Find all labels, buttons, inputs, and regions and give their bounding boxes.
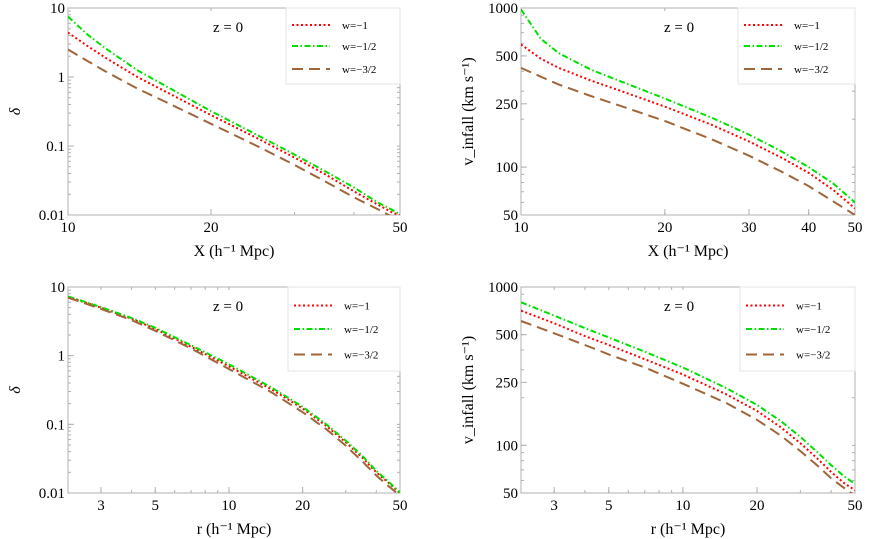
legend-label: w=−3/2 bbox=[794, 64, 828, 76]
x-tick-label: 10 bbox=[221, 498, 236, 514]
panel-bottom-right: 3 5 10 20 50 50 100 250 500 1000 r (h⁻¹ Mpc) v_infa… bbox=[460, 280, 863, 538]
x-tick-label: 10 bbox=[514, 220, 529, 236]
series-line-1 bbox=[521, 301, 855, 485]
y-tick-label: 0.1 bbox=[46, 417, 65, 433]
y-axis-label: δ bbox=[7, 107, 24, 115]
y-axis-label: δ bbox=[7, 386, 24, 394]
plot-frame bbox=[520, 7, 856, 216]
x-tick-label: 50 bbox=[848, 498, 863, 514]
plot-frame bbox=[67, 286, 401, 494]
series-line-2 bbox=[521, 320, 853, 493]
x-tick-label: 20 bbox=[203, 220, 218, 236]
legend-label: w=−1/2 bbox=[796, 324, 830, 336]
y-tick-label: 500 bbox=[496, 328, 519, 344]
y-axis-label: v_infall (km s⁻¹) bbox=[460, 57, 477, 165]
y-tick-label: 0.1 bbox=[46, 139, 65, 155]
series-line-2 bbox=[68, 296, 399, 493]
redshift-annotation: z = 0 bbox=[213, 299, 243, 315]
y-tick-label: 500 bbox=[496, 49, 519, 65]
legend-label: w=−3/2 bbox=[344, 349, 378, 361]
series-line-1 bbox=[521, 8, 855, 204]
y-axis-label: v_infall (km s⁻¹) bbox=[460, 336, 477, 444]
y-tick-label: 10 bbox=[50, 280, 65, 296]
x-tick-label: 5 bbox=[605, 498, 613, 514]
series-line-1 bbox=[68, 295, 400, 493]
x-tick-label: 3 bbox=[550, 498, 558, 514]
x-tick-label: 50 bbox=[848, 220, 863, 236]
x-tick-label: 10 bbox=[675, 498, 690, 514]
x-tick-label: 30 bbox=[741, 220, 756, 236]
legend: w=−1 w=−1/2 w=−3/2 bbox=[285, 7, 401, 85]
x-axis-label: X (h⁻¹ Mpc) bbox=[648, 243, 729, 260]
y-tick-label: 1000 bbox=[488, 1, 518, 17]
series-line-0 bbox=[68, 31, 400, 215]
legend-frame bbox=[737, 7, 856, 85]
y-tick-label: 1 bbox=[58, 70, 66, 86]
x-tick-label: 20 bbox=[657, 220, 672, 236]
series-line-0 bbox=[521, 309, 855, 492]
x-tick-label: 20 bbox=[750, 498, 765, 514]
series-line-2 bbox=[521, 66, 855, 215]
y-tick-label: 50 bbox=[503, 486, 518, 502]
y-tick-label: 0.01 bbox=[39, 208, 65, 224]
redshift-annotation: z = 0 bbox=[664, 20, 694, 36]
x-axis-label: r (h⁻¹ Mpc) bbox=[197, 521, 272, 538]
y-tick-label: 100 bbox=[496, 160, 519, 176]
legend-label: w=−1 bbox=[342, 20, 368, 32]
redshift-annotation: z = 0 bbox=[213, 20, 243, 36]
plot-frame bbox=[520, 286, 856, 494]
y-tick-label: 10 bbox=[50, 1, 65, 17]
legend-label: w=−1/2 bbox=[344, 324, 378, 336]
legend: w=−1 w=−1/2 w=−3/2 bbox=[739, 286, 856, 372]
panel-top-right: 10 20 30 40 50 50 100 250 500 1000 X (h⁻¹ Mpc) v_in… bbox=[460, 1, 863, 260]
redshift-annotation: z = 0 bbox=[664, 299, 694, 315]
series-line-1 bbox=[68, 15, 400, 215]
y-tick-label: 250 bbox=[496, 97, 519, 113]
x-axis-label: X (h⁻¹ Mpc) bbox=[194, 243, 275, 260]
plot-frame bbox=[67, 7, 401, 216]
y-tick-label: 50 bbox=[503, 208, 518, 224]
legend-label: w=−1 bbox=[344, 301, 370, 313]
legend-label: w=−3/2 bbox=[342, 64, 376, 76]
series-line-0 bbox=[521, 43, 855, 210]
legend-label: w=−1 bbox=[796, 301, 822, 313]
legend: w=−1 w=−1/2 w=−3/2 bbox=[287, 286, 401, 372]
legend: w=−1 w=−1/2 w=−3/2 bbox=[737, 7, 856, 85]
y-tick-label: 1 bbox=[58, 349, 66, 365]
y-tick-label: 1000 bbox=[488, 280, 518, 296]
x-tick-label: 20 bbox=[295, 498, 310, 514]
x-tick-label: 50 bbox=[393, 220, 408, 236]
x-tick-label: 3 bbox=[97, 498, 105, 514]
legend-label: w=−1 bbox=[794, 20, 820, 32]
x-axis-label: r (h⁻¹ Mpc) bbox=[651, 521, 726, 538]
y-tick-label: 250 bbox=[496, 375, 519, 391]
x-tick-label: 10 bbox=[61, 220, 76, 236]
legend-label: w=−3/2 bbox=[796, 349, 830, 361]
series-line-2 bbox=[68, 48, 391, 215]
x-tick-label: 40 bbox=[801, 220, 816, 236]
y-tick-label: 100 bbox=[496, 438, 519, 454]
x-tick-label: 50 bbox=[393, 498, 408, 514]
legend-label: w=−1/2 bbox=[794, 41, 828, 53]
x-tick-label: 5 bbox=[152, 498, 160, 514]
legend-label: w=−1/2 bbox=[342, 41, 376, 53]
y-tick-label: 0.01 bbox=[39, 486, 65, 502]
